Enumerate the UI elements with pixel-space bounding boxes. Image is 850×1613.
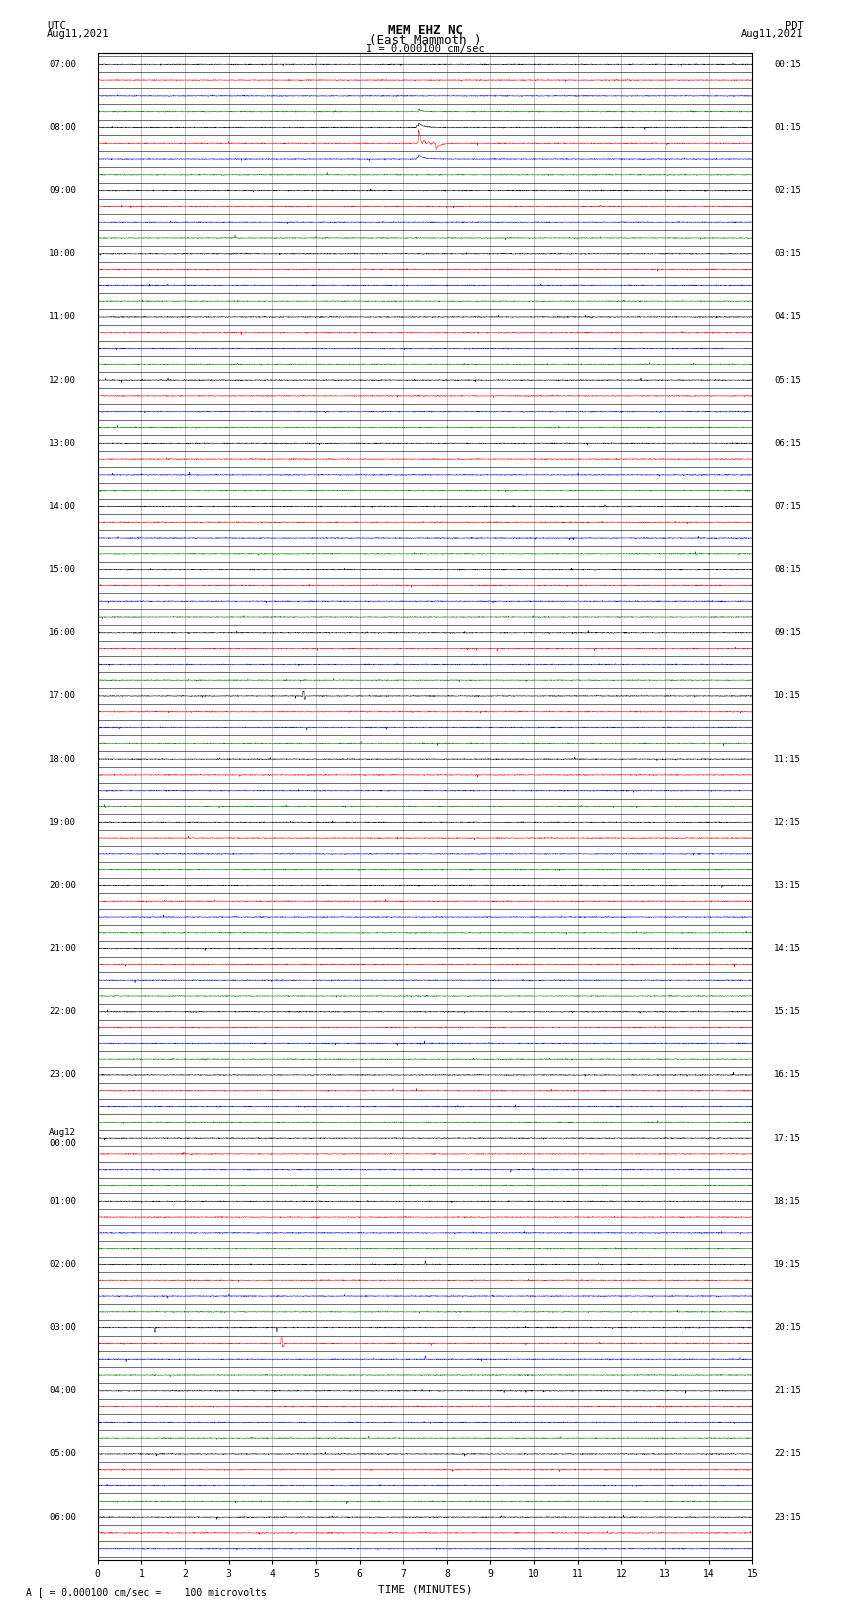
Text: 16:00: 16:00 — [49, 629, 76, 637]
Text: MEM EHZ NC: MEM EHZ NC — [388, 24, 462, 37]
Text: 21:15: 21:15 — [774, 1386, 801, 1395]
Text: 07:00: 07:00 — [49, 60, 76, 69]
Text: 11:00: 11:00 — [49, 313, 76, 321]
Text: 22:00: 22:00 — [49, 1007, 76, 1016]
Text: 19:00: 19:00 — [49, 818, 76, 827]
Text: 14:15: 14:15 — [774, 944, 801, 953]
Text: 11:15: 11:15 — [774, 755, 801, 763]
Text: 21:00: 21:00 — [49, 944, 76, 953]
Text: Aug11,2021: Aug11,2021 — [47, 29, 110, 39]
Text: 00:15: 00:15 — [774, 60, 801, 69]
Text: 02:15: 02:15 — [774, 185, 801, 195]
Text: 09:00: 09:00 — [49, 185, 76, 195]
Text: 03:00: 03:00 — [49, 1323, 76, 1332]
Text: 17:00: 17:00 — [49, 692, 76, 700]
Text: 10:00: 10:00 — [49, 250, 76, 258]
Text: 19:15: 19:15 — [774, 1260, 801, 1269]
Text: Aug11,2021: Aug11,2021 — [740, 29, 803, 39]
Text: 04:15: 04:15 — [774, 313, 801, 321]
Text: 12:00: 12:00 — [49, 376, 76, 384]
Text: 23:15: 23:15 — [774, 1513, 801, 1521]
Text: (East Mammoth ): (East Mammoth ) — [369, 34, 481, 47]
Text: 05:00: 05:00 — [49, 1450, 76, 1458]
Text: Aug12
00:00: Aug12 00:00 — [49, 1129, 76, 1148]
Text: I = 0.000100 cm/sec: I = 0.000100 cm/sec — [366, 44, 484, 53]
Text: 15:00: 15:00 — [49, 565, 76, 574]
Text: 20:15: 20:15 — [774, 1323, 801, 1332]
Text: 03:15: 03:15 — [774, 250, 801, 258]
Text: 13:15: 13:15 — [774, 881, 801, 890]
Text: 10:15: 10:15 — [774, 692, 801, 700]
Text: A [ = 0.000100 cm/sec =    100 microvolts: A [ = 0.000100 cm/sec = 100 microvolts — [26, 1587, 266, 1597]
Text: 06:15: 06:15 — [774, 439, 801, 448]
Text: 20:00: 20:00 — [49, 881, 76, 890]
Text: PDT: PDT — [785, 21, 803, 31]
Text: 01:15: 01:15 — [774, 123, 801, 132]
Text: 09:15: 09:15 — [774, 629, 801, 637]
Text: 14:00: 14:00 — [49, 502, 76, 511]
Text: 22:15: 22:15 — [774, 1450, 801, 1458]
X-axis label: TIME (MINUTES): TIME (MINUTES) — [377, 1584, 473, 1594]
Text: 23:00: 23:00 — [49, 1071, 76, 1079]
Text: UTC: UTC — [47, 21, 65, 31]
Text: 02:00: 02:00 — [49, 1260, 76, 1269]
Text: 01:00: 01:00 — [49, 1197, 76, 1207]
Text: 16:15: 16:15 — [774, 1071, 801, 1079]
Text: 17:15: 17:15 — [774, 1134, 801, 1142]
Text: 13:00: 13:00 — [49, 439, 76, 448]
Text: 06:00: 06:00 — [49, 1513, 76, 1521]
Text: 07:15: 07:15 — [774, 502, 801, 511]
Text: 04:00: 04:00 — [49, 1386, 76, 1395]
Text: 12:15: 12:15 — [774, 818, 801, 827]
Text: 18:00: 18:00 — [49, 755, 76, 763]
Text: 18:15: 18:15 — [774, 1197, 801, 1207]
Text: 15:15: 15:15 — [774, 1007, 801, 1016]
Text: 08:15: 08:15 — [774, 565, 801, 574]
Text: 05:15: 05:15 — [774, 376, 801, 384]
Text: 08:00: 08:00 — [49, 123, 76, 132]
